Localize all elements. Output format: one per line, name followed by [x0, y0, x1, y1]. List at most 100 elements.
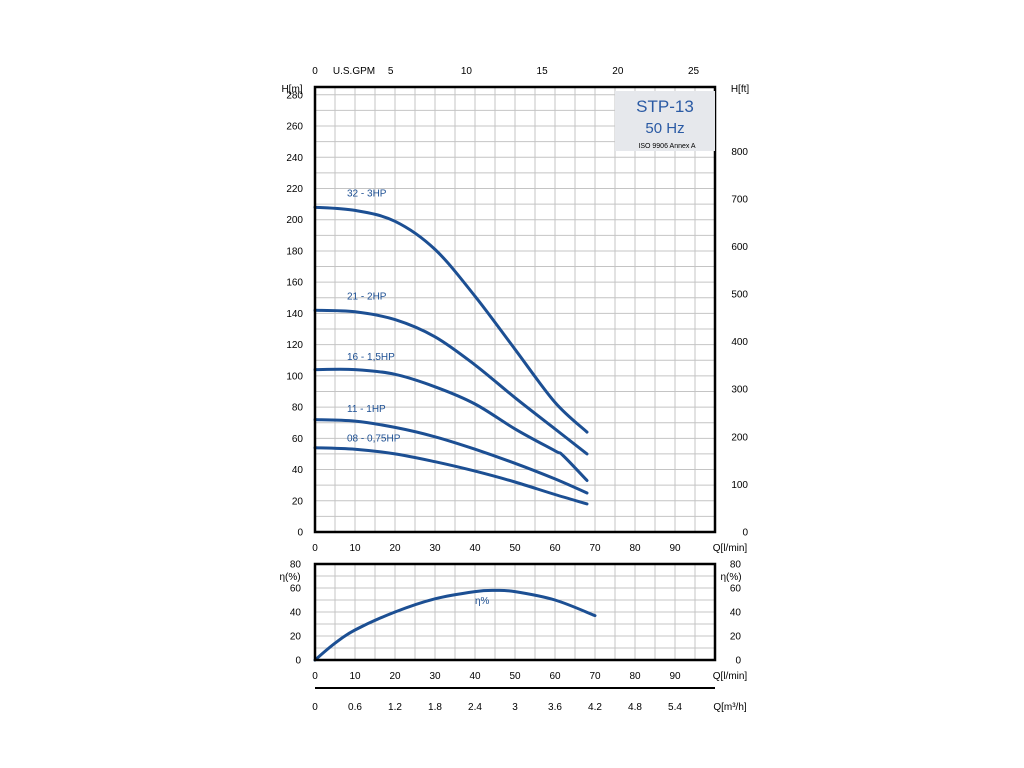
eff-x-tick-label: 70	[589, 671, 601, 682]
eff-x-axis-label: Q[l/min]	[713, 671, 748, 682]
eff-y-right-tick-label: 60	[730, 584, 742, 595]
flow-m3h-tick-label: 3	[512, 702, 518, 713]
legend-subtitle: 50 Hz	[645, 120, 684, 137]
eff-x-tick-label: 90	[669, 671, 681, 682]
y-right-tick-label: 800	[731, 147, 748, 158]
x-tick-label: 90	[669, 543, 681, 554]
series-label: 11 - 1HP	[347, 404, 386, 415]
legend-box-bg	[615, 91, 715, 151]
efficiency-label: η%	[475, 596, 490, 607]
y-right-tick-label: 300	[731, 385, 748, 396]
top-tick-label: 5	[388, 66, 394, 77]
efficiency-grid	[315, 564, 715, 660]
eff-x-tick-label: 60	[549, 671, 561, 682]
flow-m3h-tick-label: 0	[312, 702, 318, 713]
x-tick-label: 80	[629, 543, 641, 554]
flow-m3h-tick-labels: 0 0.6 1.2 1.8 2.4 3 3.6 4.2 4.8 5.4	[312, 702, 682, 713]
y-left-tick-label: 260	[286, 122, 303, 133]
y-left-tick-label: 20	[292, 496, 304, 507]
top-tick-label: 0	[312, 66, 318, 77]
flow-m3h-tick-label: 5.4	[668, 702, 682, 713]
eff-y-right-tick-label: 0	[735, 656, 741, 667]
x-tick-label: 60	[549, 543, 561, 554]
flow-m3h-tick-label: 2.4	[468, 702, 482, 713]
x-tick-label: 70	[589, 543, 601, 554]
flow-m3h-tick-label: 1.8	[428, 702, 442, 713]
y-right-tick-label: 500	[731, 290, 748, 301]
eff-x-tick-label: 30	[429, 671, 441, 682]
x-tick-label: 10	[349, 543, 361, 554]
eff-y-left-tick-label: 0	[295, 656, 301, 667]
y-left-tick-label: 140	[286, 309, 303, 320]
y-right-tick-label: 700	[731, 194, 748, 205]
eff-x-tick-label: 50	[509, 671, 521, 682]
head-curve	[313, 367, 589, 482]
series-label: 32 - 3HP	[347, 188, 387, 199]
y-right-tick-label: 0	[742, 528, 748, 539]
y-right-axis-label: H[ft]	[731, 84, 750, 95]
flow-m3h-tick-label: 1.2	[388, 702, 402, 713]
y-right-tick-label: 600	[731, 242, 748, 253]
x-tick-label: 30	[429, 543, 441, 554]
y-left-tick-label: 80	[292, 403, 304, 414]
eff-y-left-tick-label: 20	[290, 632, 302, 643]
legend-box: STP-13 50 Hz ISO 9906 Annex A	[615, 91, 715, 151]
y-right-tick-label: 400	[731, 337, 748, 348]
y-left-tick-label: 200	[286, 215, 303, 226]
flow-m3h-tick-label: 0.6	[348, 702, 362, 713]
eff-y-left-tick-label: 40	[290, 608, 302, 619]
eff-y-right-tick-label: 40	[730, 608, 742, 619]
y-left-tick-label: 100	[286, 371, 303, 382]
legend-title: STP-13	[636, 97, 694, 116]
flow-m3h-axis-label: Q[m³/h]	[713, 702, 747, 713]
eff-x-tick-label: 40	[469, 671, 481, 682]
head-grid	[315, 87, 715, 532]
head-curve	[313, 418, 589, 495]
top-tick-label: 20	[612, 66, 624, 77]
head-tick-labels: 0 10 20 30 40 50 60 70 80 90020406080100120140160…	[286, 66, 748, 554]
y-left-tick-label: 160	[286, 278, 303, 289]
eff-y-right-tick-label: 20	[730, 632, 742, 643]
y-left-tick-label: 60	[292, 434, 304, 445]
head-curve	[313, 205, 589, 434]
eff-y-left-axis-label: η(%)	[279, 572, 300, 583]
legend-note: ISO 9906 Annex A	[638, 143, 696, 150]
y-right-tick-label: 200	[731, 432, 748, 443]
head-curve	[313, 308, 589, 456]
x-axis-label: Q[l/min]	[713, 543, 748, 554]
efficiency-curves: η%	[313, 588, 597, 662]
series-label: 21 - 2HP	[347, 291, 387, 302]
eff-y-left-tick-label: 60	[290, 584, 302, 595]
eff-x-tick-label: 80	[629, 671, 641, 682]
y-left-tick-label: 120	[286, 340, 303, 351]
series-label: 08 - 0,75HP	[347, 433, 401, 444]
eff-x-tick-label: 0	[312, 671, 318, 682]
series-label: 16 - 1,5HP	[347, 352, 395, 363]
flow-m3h-tick-label: 4.8	[628, 702, 642, 713]
eff-x-tick-label: 10	[349, 671, 361, 682]
y-left-tick-label: 0	[297, 528, 303, 539]
eff-y-left-tick-label: 80	[290, 560, 302, 571]
y-left-tick-label: 240	[286, 153, 303, 164]
eff-y-right-tick-label: 80	[730, 560, 742, 571]
y-left-tick-label: 180	[286, 246, 303, 257]
y-left-tick-label: 40	[292, 465, 304, 476]
efficiency-curve	[313, 588, 597, 662]
eff-y-right-axis-label: η(%)	[720, 572, 741, 583]
flow-m3h-tick-label: 4.2	[588, 702, 602, 713]
y-left-tick-label: 280	[286, 90, 303, 101]
x-tick-label: 0	[312, 543, 318, 554]
top-tick-label: 15	[537, 66, 549, 77]
x-tick-label: 40	[469, 543, 481, 554]
top-tick-label: 10	[461, 66, 473, 77]
head-curve	[313, 446, 589, 506]
head-curve-panel: 32 - 3HP 21 - 2HP 16 - 1,5HP 11 - 1HP 08 - 0…	[281, 66, 749, 554]
head-curves: 32 - 3HP 21 - 2HP 16 - 1,5HP 11 - 1HP 08 - 0…	[313, 188, 589, 506]
y-left-axis-label: H[m]	[281, 84, 302, 95]
head-plot-frame	[313, 85, 717, 534]
y-left-tick-label: 220	[286, 184, 303, 195]
y-right-tick-label: 100	[731, 480, 748, 491]
top-tick-label: 25	[688, 66, 700, 77]
